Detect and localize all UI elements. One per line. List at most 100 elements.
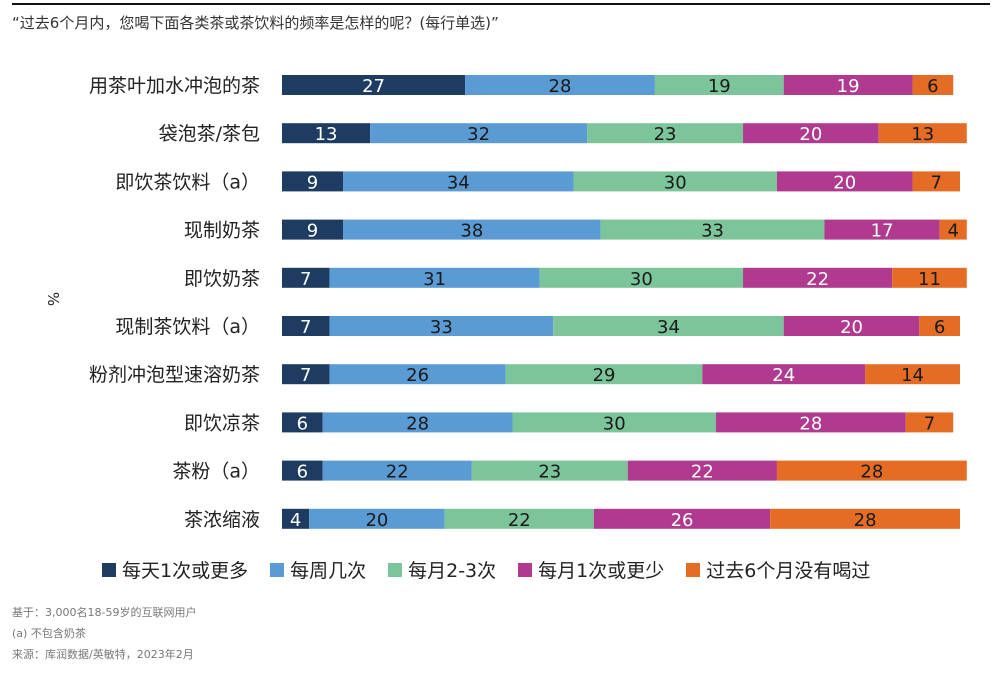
bar-segment <box>444 508 594 529</box>
bar-value-label: 27 <box>362 76 385 97</box>
bar-segment <box>282 364 330 385</box>
bar-segment <box>329 364 506 385</box>
bar-segment <box>539 267 744 288</box>
bar-value-label: 26 <box>671 510 694 531</box>
bar-value-label: 7 <box>300 269 311 290</box>
bar-segment <box>282 316 330 336</box>
bar-segment <box>282 75 466 95</box>
bar-value-label: 23 <box>654 124 677 145</box>
bar-segment <box>919 316 960 336</box>
bar-value-label: 7 <box>931 172 942 193</box>
legend-swatch-never <box>686 562 701 577</box>
category-label: 粉剂冲泡型速溶奶茶 <box>89 364 260 386</box>
legend-label-monthly-2-3: 每月2-3次 <box>408 560 497 582</box>
legend-item-never: 过去6个月没有喝过 <box>686 556 870 583</box>
bar-value-label: 33 <box>701 221 724 242</box>
bar-segment <box>743 123 879 144</box>
bar-value-label: 32 <box>467 124 490 145</box>
bar-value-label: 29 <box>593 365 616 386</box>
bar-value-label: 24 <box>772 365 795 386</box>
bar-value-label: 28 <box>549 76 572 97</box>
bar-value-label: 9 <box>307 221 318 242</box>
bar-segment <box>587 123 744 144</box>
legend-swatch-monthly-2-3 <box>388 562 403 577</box>
bar-value-label: 26 <box>406 365 429 386</box>
bar-value-label: 22 <box>806 269 829 290</box>
bar-segment <box>505 364 703 385</box>
bar-segment <box>600 219 825 240</box>
bar-value-label: 28 <box>799 413 822 434</box>
legend-label-monthly-1: 每月1次或更少 <box>538 560 665 582</box>
bar-value-label: 34 <box>657 317 680 338</box>
bar-segment <box>322 460 472 481</box>
bar-segment <box>573 171 777 192</box>
bar-segment <box>939 219 967 240</box>
bar-segment <box>892 267 967 288</box>
bar-segment <box>912 171 960 192</box>
legend-swatch-monthly-1 <box>518 562 533 577</box>
bar-value-label: 28 <box>854 510 877 531</box>
bar-segment <box>743 267 893 288</box>
bar-segment <box>282 460 323 481</box>
category-label: 用茶叶加水冲泡的茶 <box>89 75 260 97</box>
stacked-bar-chart: 用茶叶加水冲泡的茶 27 28 19 19 6 袋泡茶/茶包 13 32 23 20 13 即饮茶饮料（… <box>89 75 967 531</box>
bar-segment <box>471 460 628 481</box>
bar-value-label: 13 <box>911 124 934 145</box>
legend-item-daily: 每天1次或更多 <box>102 556 248 583</box>
bar-value-label: 19 <box>708 76 731 97</box>
legend-label-weekly: 每周几次 <box>290 560 367 582</box>
bar-segment <box>783 316 920 336</box>
bar-value-label: 6 <box>927 76 938 97</box>
survey-question: “过去6个月内，您喝下面各类茶或茶饮料的频率是怎样的呢？(每行单选)” <box>12 14 499 32</box>
bar-segment <box>912 75 954 95</box>
bar-value-label: 13 <box>315 124 338 145</box>
bar-value-label: 4 <box>947 221 958 242</box>
bar-value-label: 7 <box>300 365 311 386</box>
bar-value-label: 28 <box>406 413 429 434</box>
footnote-note-a: (a) 不包含奶茶 <box>12 627 86 640</box>
bar-segment <box>770 508 960 529</box>
footnote-source: 来源：库润数据/英敏特，2023年2月 <box>12 648 194 661</box>
bar-segment <box>783 75 913 95</box>
bar-segment <box>627 460 777 481</box>
footnote-base: 基于：3,000名18-59岁的互联网用户 <box>12 606 197 619</box>
bar-value-label: 30 <box>630 269 653 290</box>
chart-legend: 每天1次或更多 每周几次 每月2-3次 每月1次或更少 过去6个月没有喝过 <box>102 556 892 583</box>
bar-segment <box>905 412 954 433</box>
bar-segment <box>282 171 344 192</box>
bar-value-label: 11 <box>918 269 941 290</box>
bar-segment <box>329 316 554 336</box>
category-label: 即饮茶饮料（a） <box>115 171 260 193</box>
bar-value-label: 33 <box>430 317 453 338</box>
legend-label-never: 过去6个月没有喝过 <box>706 560 871 582</box>
bar-value-label: 20 <box>833 172 856 193</box>
bar-segment <box>465 75 655 95</box>
top-rule <box>12 3 990 5</box>
bar-value-label: 14 <box>901 365 924 386</box>
bar-segment <box>370 123 588 144</box>
bar-value-label: 23 <box>538 462 561 483</box>
bar-segment <box>282 219 344 240</box>
legend-label-daily: 每天1次或更多 <box>122 560 249 582</box>
legend-item-weekly: 每周几次 <box>270 556 366 583</box>
bar-value-label: 17 <box>871 221 894 242</box>
bar-segment <box>329 267 540 288</box>
bar-segment <box>824 219 940 240</box>
bar-value-label: 6 <box>297 413 308 434</box>
bar-value-label: 6 <box>297 462 308 483</box>
bar-value-label: 30 <box>603 413 626 434</box>
bar-value-label: 31 <box>423 269 446 290</box>
bar-segment <box>282 267 330 288</box>
bar-segment <box>878 123 967 144</box>
bar-segment <box>654 75 784 95</box>
bar-segment <box>593 508 771 529</box>
bar-value-label: 7 <box>300 317 311 338</box>
bar-value-label: 4 <box>290 510 301 531</box>
bar-segment <box>776 460 967 481</box>
bar-segment <box>776 171 913 192</box>
category-label: 即饮凉茶 <box>184 412 260 434</box>
bar-value-label: 19 <box>837 76 860 97</box>
bar-segment <box>702 364 866 385</box>
bar-segment <box>343 219 601 240</box>
bar-value-label: 30 <box>664 172 687 193</box>
